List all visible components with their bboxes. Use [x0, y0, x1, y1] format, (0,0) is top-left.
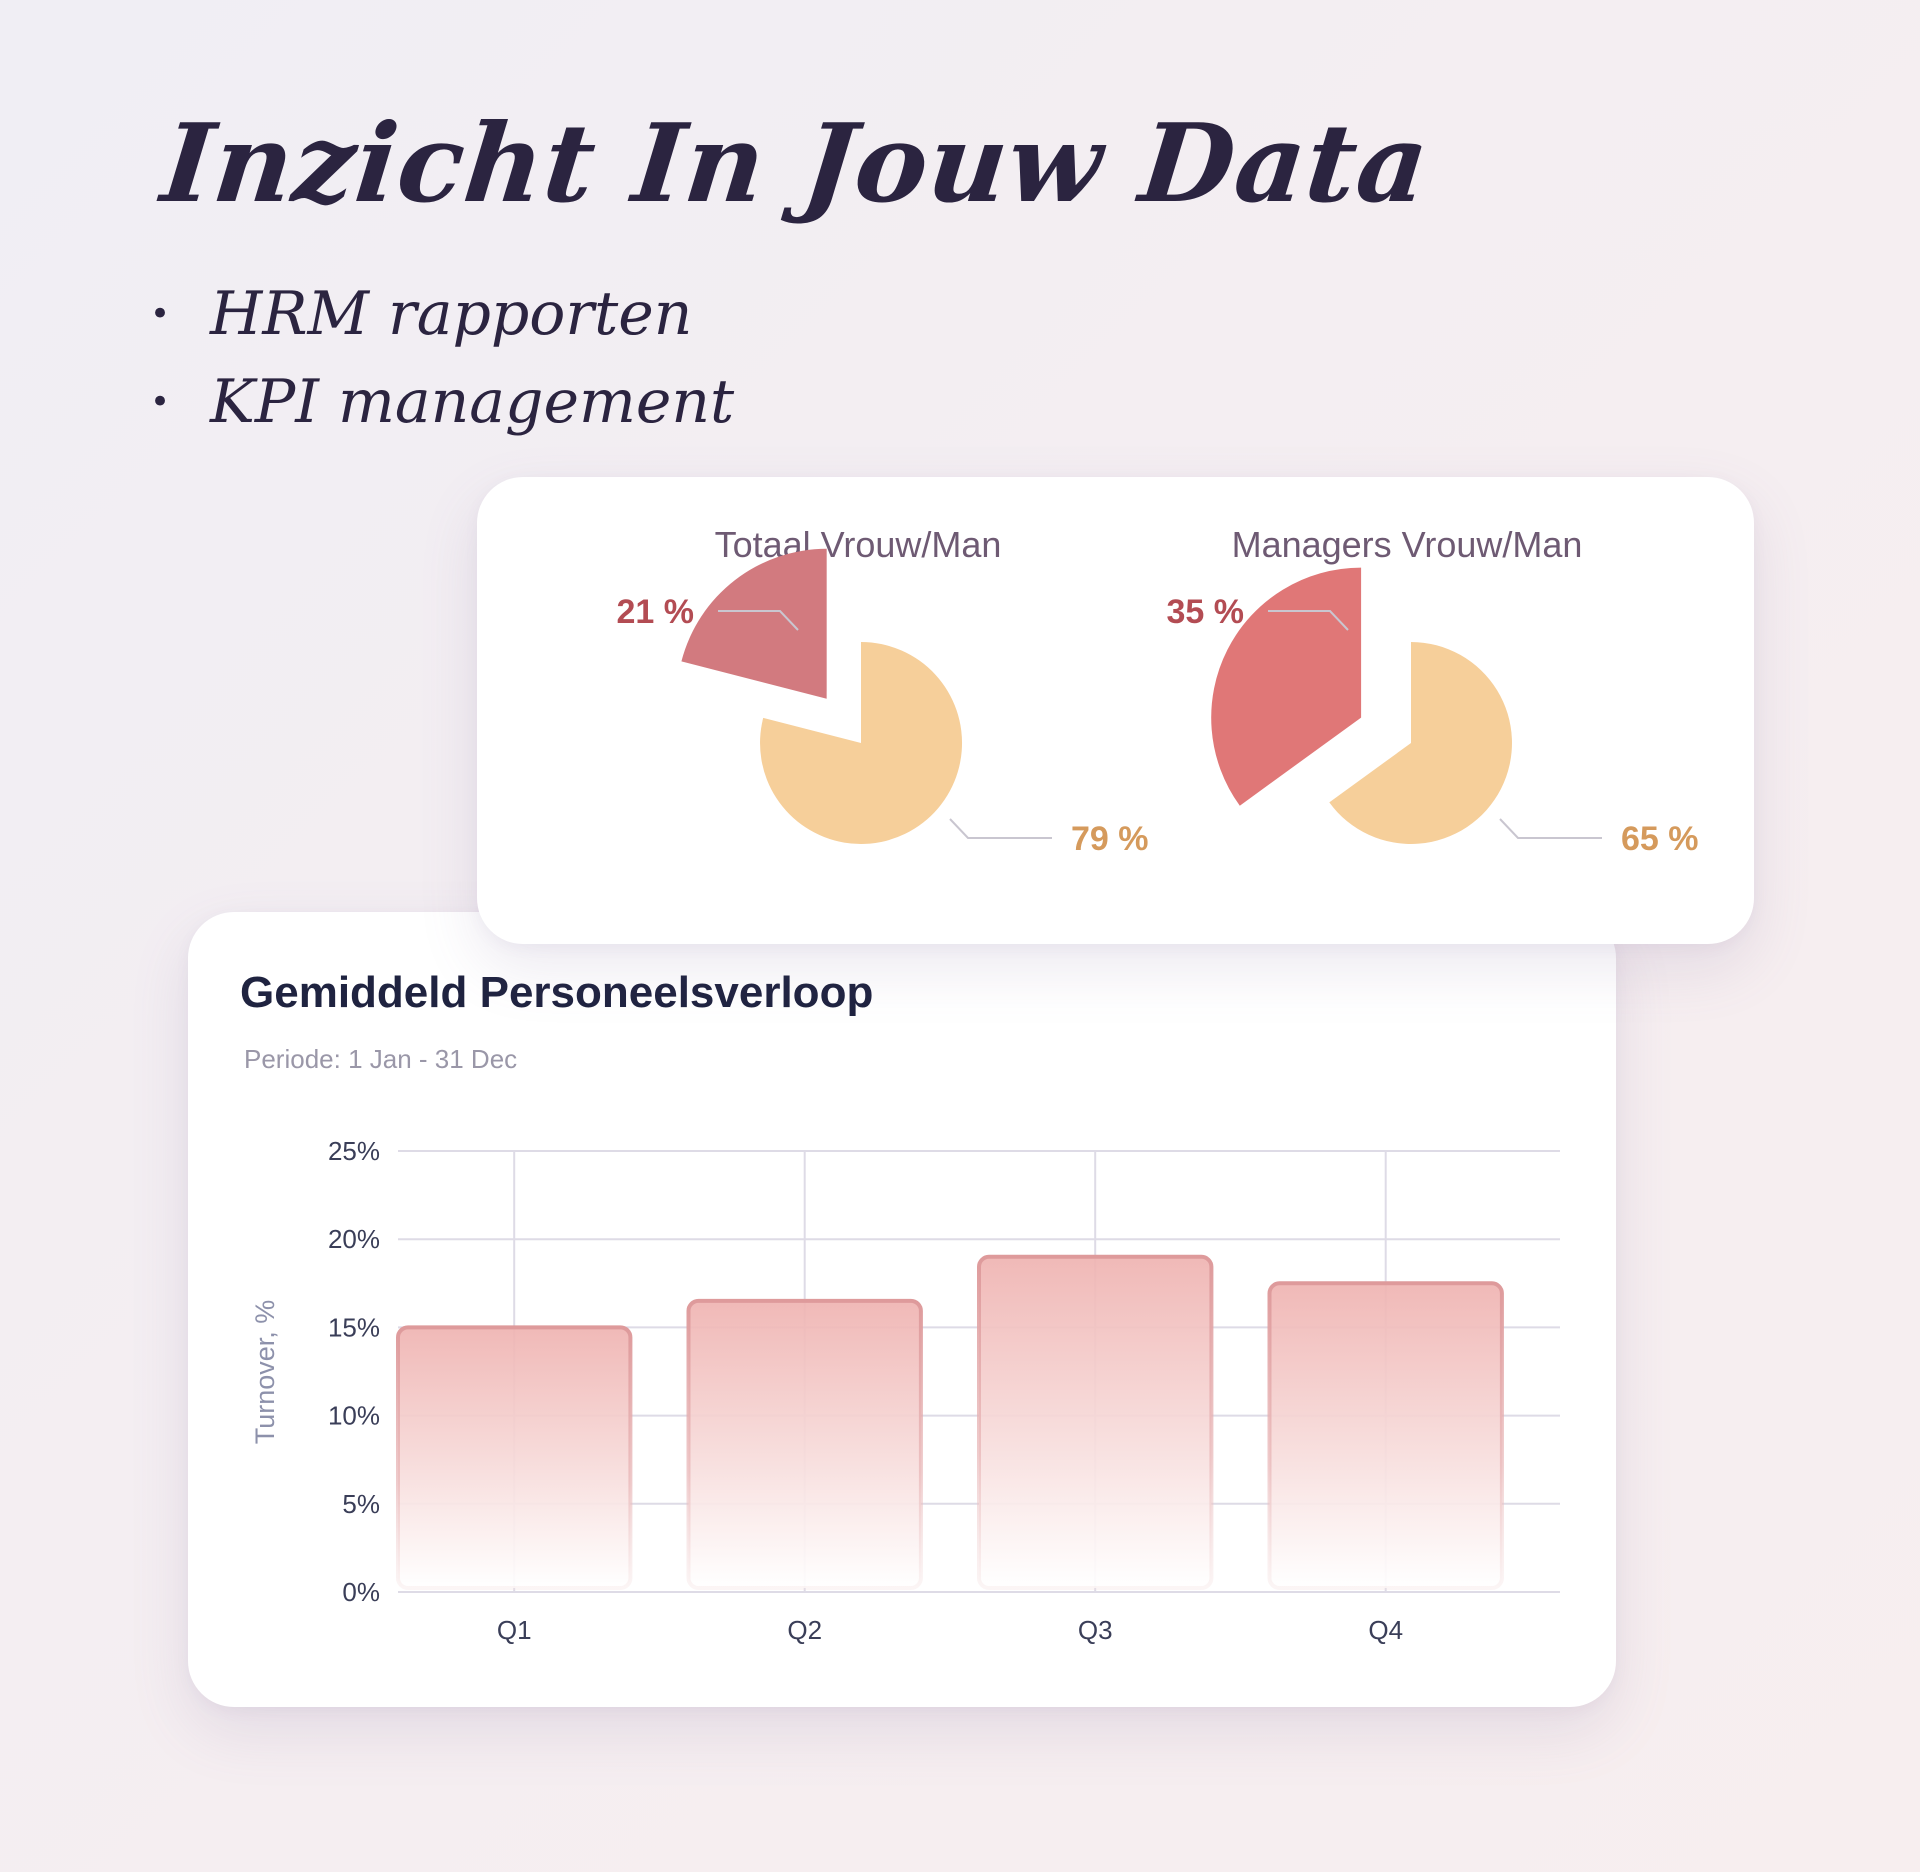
- feature-list: • HRM rapporten • KPI management: [150, 270, 734, 446]
- bullet-icon: •: [150, 294, 171, 334]
- x-tick-label: Q1: [497, 1615, 532, 1645]
- feature-label: HRM rapporten: [210, 279, 693, 349]
- leader-line: [949, 818, 1052, 839]
- chart-title: Gemiddeld Personeelsverloop: [240, 968, 874, 1017]
- bar-q4: [1267, 1281, 1504, 1590]
- bar-q2: [686, 1298, 923, 1590]
- y-tick-label: 0%: [342, 1577, 380, 1607]
- pie-title-managers: Managers Vrouw/Man: [1232, 524, 1583, 565]
- y-tick-label: 10%: [328, 1401, 380, 1431]
- bar-chart: Turnover, % 0% 5% 10% 15% 20% 25% Q1 Q2 Q3 Q4: [250, 1136, 1560, 1645]
- feature-item-hrm: • HRM rapporten: [150, 270, 734, 358]
- x-tick-label: Q4: [1368, 1615, 1403, 1645]
- hero-title: Inzicht In Jouw Data: [156, 101, 1436, 227]
- x-tick-label: Q2: [787, 1615, 822, 1645]
- pie-slice-female: [1211, 567, 1362, 806]
- x-ticks: Q1 Q2 Q3 Q4: [497, 1615, 1403, 1645]
- pie-slice-male: [1329, 642, 1512, 844]
- y-tick-label: 5%: [342, 1489, 380, 1519]
- gender-pie-card: Totaal Vrouw/Man Managers Vrouw/Man 21 %…: [477, 477, 1754, 944]
- bar-q1: [396, 1325, 633, 1590]
- leader-line: [718, 610, 799, 631]
- pie-total: 21 % 79 %: [617, 548, 1149, 858]
- y-tick-label: 25%: [328, 1136, 380, 1166]
- pie-label-male: 65 %: [1621, 820, 1699, 858]
- pie-slice-female: [681, 548, 827, 699]
- pie-slice-male: [760, 642, 963, 844]
- leader-line: [1268, 610, 1349, 631]
- chart-subtitle: Periode: 1 Jan - 31 Dec: [244, 1044, 518, 1074]
- y-tick-label: 20%: [328, 1224, 380, 1254]
- y-ticks: 0% 5% 10% 15% 20% 25%: [328, 1136, 380, 1607]
- x-tick-label: Q3: [1078, 1615, 1113, 1645]
- pie-managers: 35 % 65 %: [1167, 567, 1699, 858]
- turnover-card: Gemiddeld Personeelsverloop Periode: 1 J…: [188, 912, 1616, 1707]
- pie-title-total: Totaal Vrouw/Man: [715, 524, 1002, 565]
- pie-label-female: 35 %: [1167, 593, 1245, 631]
- bars: [396, 1254, 1504, 1590]
- feature-item-kpi: • KPI management: [150, 358, 734, 446]
- pie-label-female: 21 %: [617, 593, 695, 631]
- pie-label-male: 79 %: [1071, 820, 1149, 858]
- y-axis-label: Turnover, %: [250, 1300, 280, 1445]
- leader-line: [1499, 818, 1602, 839]
- feature-label: KPI management: [210, 367, 735, 437]
- bullet-icon: •: [150, 382, 171, 422]
- y-tick-label: 15%: [328, 1312, 380, 1342]
- pie-charts: Totaal Vrouw/Man Managers Vrouw/Man 21 %…: [617, 524, 1699, 858]
- bar-q3: [977, 1254, 1214, 1590]
